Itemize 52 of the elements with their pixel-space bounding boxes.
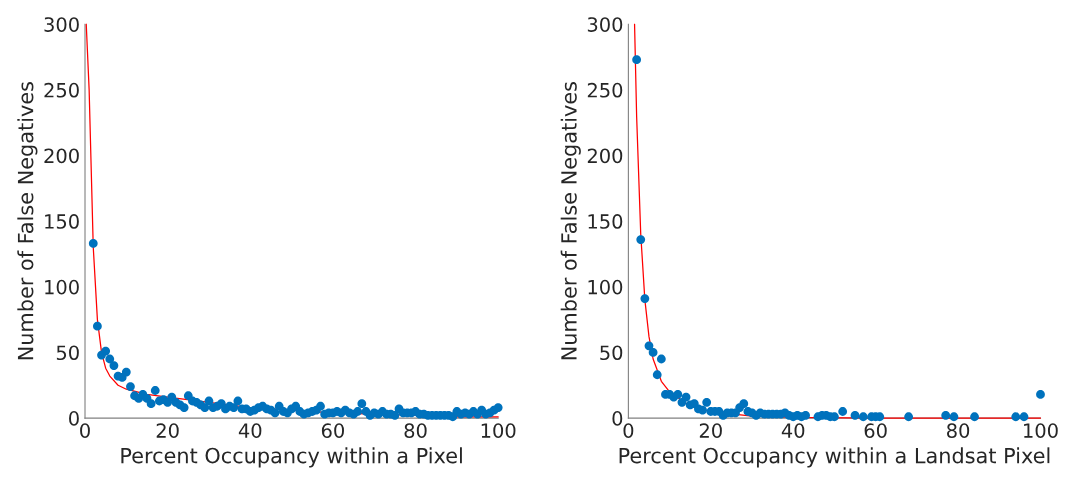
x-tick-label: 0 [623, 423, 634, 438]
x-tick-label: 20 [699, 423, 722, 438]
point [1036, 390, 1045, 399]
y-tick-label: 0 [69, 411, 79, 426]
y-tick-label: 100 [45, 279, 79, 295]
point [739, 399, 749, 409]
y-axis-title: Number of False Negatives [560, 82, 581, 360]
y-tick-label: 300 [44, 17, 79, 32]
x-tick-label: 100 [481, 423, 516, 438]
point [673, 390, 683, 399]
x-tick-label: 0 [80, 423, 90, 438]
y-tick-label: 250 [587, 82, 623, 98]
y-tick-label: 0 [612, 411, 623, 426]
x-tick-label: 40 [781, 423, 805, 438]
x-axis-title: Percent Occupancy within a Pixel [121, 447, 462, 468]
x-tick-label: 80 [947, 423, 970, 438]
x-tick-label: 60 [321, 423, 344, 438]
point [850, 411, 860, 420]
point [949, 412, 959, 422]
point [904, 412, 914, 422]
y-tick-label: 250 [44, 82, 79, 98]
x-tick-label: 40 [238, 423, 262, 438]
x-tick-label: 80 [404, 423, 427, 438]
y-tick-label: 50 [56, 345, 79, 361]
point [632, 55, 642, 65]
point [801, 411, 810, 420]
point [636, 235, 646, 244]
point [1019, 412, 1029, 422]
y-tick-label: 100 [588, 279, 623, 295]
y-axis-title: Number of False Negatives [17, 82, 38, 360]
point [1011, 412, 1021, 422]
point [858, 412, 868, 422]
point [652, 370, 662, 380]
point [640, 294, 650, 303]
y-tick-label: 300 [587, 17, 623, 32]
point [941, 411, 951, 420]
y-tick-label: 150 [45, 214, 79, 229]
y-tick-label: 200 [44, 148, 79, 164]
point [838, 407, 848, 416]
x-tick-label: 60 [864, 423, 887, 438]
x-tick-label: 20 [156, 423, 179, 438]
x-axis-title: Percent Occupancy within a Landsat Pixel [619, 447, 1050, 468]
y-tick-label: 150 [588, 214, 623, 229]
y-tick-label: 50 [600, 345, 623, 361]
point [656, 354, 666, 364]
point [698, 405, 707, 415]
point [702, 397, 712, 407]
point [681, 392, 691, 402]
x-tick-label: 100 [1024, 423, 1058, 438]
point [970, 412, 979, 422]
point [648, 348, 658, 357]
y-tick-label: 200 [587, 148, 623, 164]
